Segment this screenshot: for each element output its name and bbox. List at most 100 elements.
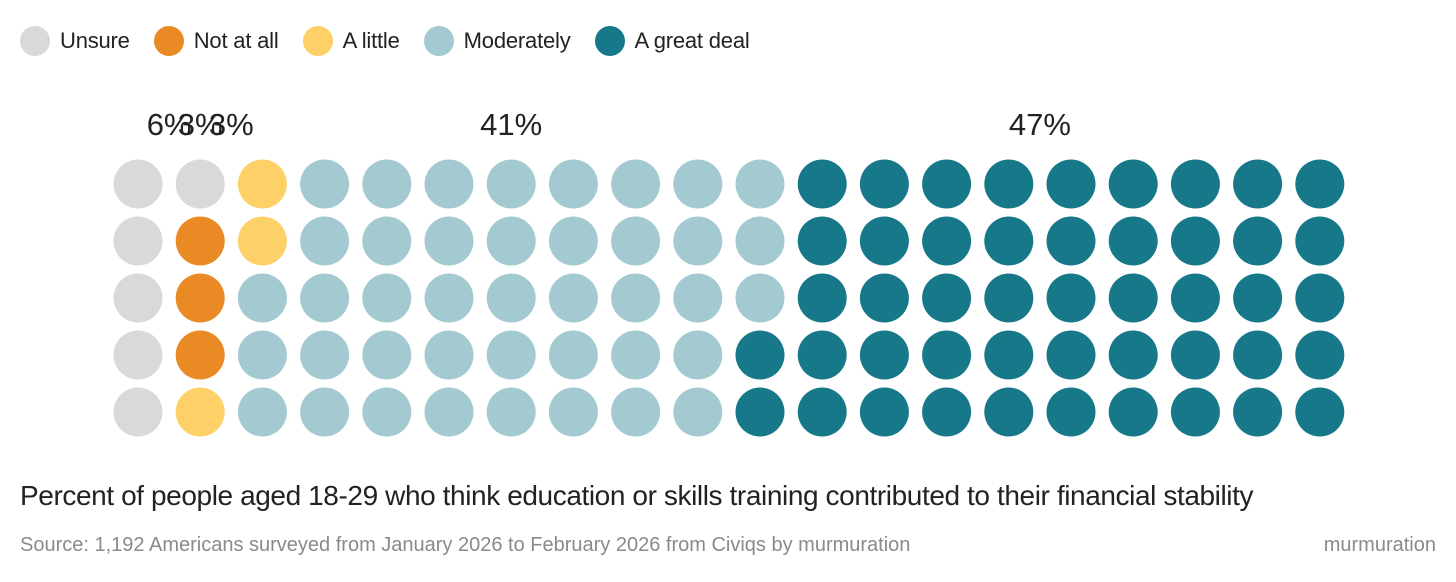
waffle-dot-moderately xyxy=(548,159,598,209)
waffle-dot-a-great-deal xyxy=(984,216,1034,266)
waffle-dot-moderately xyxy=(237,387,287,437)
waffle-dot-a-great-deal xyxy=(1046,159,1096,209)
waffle-dot-unsure xyxy=(113,216,163,266)
waffle-dot-a-great-deal xyxy=(1046,273,1096,323)
waffle-dot-unsure xyxy=(113,387,163,437)
waffle-dot-moderately xyxy=(300,387,350,437)
legend-swatch-moderately xyxy=(423,26,454,56)
waffle-dot-moderately xyxy=(611,216,661,266)
waffle-dot-a-great-deal xyxy=(1046,387,1096,437)
chart-caption: Percent of people aged 18-29 who think e… xyxy=(20,480,1254,511)
waffle-dot-a-great-deal xyxy=(984,159,1034,209)
legend-label-moderately: Moderately xyxy=(463,28,571,53)
waffle-dot-a-great-deal xyxy=(859,330,909,380)
waffle-dot-moderately xyxy=(237,330,287,380)
waffle-dot-a-great-deal xyxy=(1295,216,1345,266)
waffle-dot-moderately xyxy=(548,216,598,266)
waffle-dot-a-great-deal xyxy=(859,387,909,437)
waffle-dot-a-great-deal xyxy=(1108,273,1158,323)
waffle-dot-moderately xyxy=(424,216,474,266)
waffle-dot-moderately xyxy=(486,273,536,323)
legend-item-a-little: A little xyxy=(302,26,400,56)
waffle-dot-moderately xyxy=(424,273,474,323)
waffle-dot-moderately xyxy=(300,159,350,209)
waffle-dot-a-great-deal xyxy=(859,273,909,323)
value-label-not-at-all: 3% xyxy=(178,107,223,142)
waffle-dot-moderately xyxy=(735,216,785,266)
waffle-dot-a-great-deal xyxy=(1295,273,1345,323)
waffle-dot-a-great-deal xyxy=(735,330,785,380)
legend-label-not-at-all: Not at all xyxy=(193,28,279,53)
waffle-dot-moderately xyxy=(486,159,536,209)
waffle-dot-a-great-deal xyxy=(1108,387,1158,437)
waffle-dot-unsure xyxy=(113,273,163,323)
legend-swatch-not-at-all xyxy=(153,26,184,56)
value-label-moderately: 41% xyxy=(480,107,542,142)
waffle-dot-a-great-deal xyxy=(1233,159,1283,209)
brand-label: murmuration xyxy=(1323,534,1436,556)
waffle-dot-a-great-deal xyxy=(1295,387,1345,437)
waffle-dot-a-great-deal xyxy=(859,216,909,266)
waffle-dot-a-great-deal xyxy=(922,387,972,437)
legend-label-unsure: Unsure xyxy=(60,28,130,53)
waffle-dot-moderately xyxy=(611,387,661,437)
waffle-dot-a-great-deal xyxy=(922,216,972,266)
waffle-dot-moderately xyxy=(300,216,350,266)
waffle-dot-moderately xyxy=(362,387,412,437)
waffle-dot-a-great-deal xyxy=(1170,159,1220,209)
waffle-dot-moderately xyxy=(548,387,598,437)
waffle-dot-a-great-deal xyxy=(1233,273,1283,323)
waffle-dot-moderately xyxy=(486,216,536,266)
waffle-dot-a-great-deal xyxy=(1295,330,1345,380)
legend-item-a-great-deal: A great deal xyxy=(594,26,750,56)
waffle-dot-a-great-deal xyxy=(1108,216,1158,266)
waffle-dot-a-great-deal xyxy=(1046,216,1096,266)
waffle-dot-a-great-deal xyxy=(797,159,847,209)
waffle-dot-a-great-deal xyxy=(1170,330,1220,380)
waffle-dot-moderately xyxy=(362,273,412,323)
waffle-dot-a-great-deal xyxy=(922,159,972,209)
waffle-dot-moderately xyxy=(673,387,723,437)
waffle-dot-not-at-all xyxy=(175,273,225,323)
waffle-dot-moderately xyxy=(362,330,412,380)
legend-item-not-at-all: Not at all xyxy=(153,26,279,56)
legend-swatch-unsure xyxy=(20,26,50,56)
waffle-chart: 6%3%3% 41% 47% xyxy=(113,107,1345,437)
waffle-dot-unsure xyxy=(113,330,163,380)
waffle-dot-unsure xyxy=(113,159,163,209)
waffle-dot-not-at-all xyxy=(175,330,225,380)
waffle-dot-not-at-all xyxy=(175,216,225,266)
waffle-dot-moderately xyxy=(611,159,661,209)
legend-label-a-little: A little xyxy=(342,28,400,53)
waffle-dot-moderately xyxy=(300,273,350,323)
waffle-dot-moderately xyxy=(548,330,598,380)
waffle-dot-moderately xyxy=(548,273,598,323)
value-label-a-little: 3% xyxy=(209,107,254,142)
waffle-dot-moderately xyxy=(424,330,474,380)
waffle-dot-a-great-deal xyxy=(797,330,847,380)
waffle-dot-moderately xyxy=(735,273,785,323)
waffle-dot-moderately xyxy=(673,159,723,209)
waffle-dot-a-great-deal xyxy=(1233,216,1283,266)
waffle-dot-moderately xyxy=(486,387,536,437)
waffle-dot-moderately xyxy=(673,216,723,266)
value-label-unsure: 6% xyxy=(147,107,192,142)
waffle-dot-unsure xyxy=(175,159,225,209)
source-note: Source: 1,192 Americans surveyed from Ja… xyxy=(20,534,911,556)
waffle-dot-a-great-deal xyxy=(1108,159,1158,209)
waffle-dot-a-great-deal xyxy=(984,330,1034,380)
waffle-dot-a-great-deal xyxy=(922,330,972,380)
waffle-dot-a-great-deal xyxy=(797,216,847,266)
waffle-dot-a-little xyxy=(237,159,287,209)
waffle-dot-a-great-deal xyxy=(1233,330,1283,380)
waffle-dot-moderately xyxy=(486,330,536,380)
legend-label-a-great-deal: A great deal xyxy=(634,28,750,53)
waffle-dot-a-great-deal xyxy=(797,387,847,437)
waffle-dot-moderately xyxy=(424,159,474,209)
waffle-dot-a-great-deal xyxy=(859,159,909,209)
waffle-dot-a-little xyxy=(237,216,287,266)
waffle-dot-a-great-deal xyxy=(984,273,1034,323)
waffle-dot-moderately xyxy=(673,330,723,380)
waffle-dot-a-great-deal xyxy=(1170,387,1220,437)
waffle-dot-moderately xyxy=(300,330,350,380)
